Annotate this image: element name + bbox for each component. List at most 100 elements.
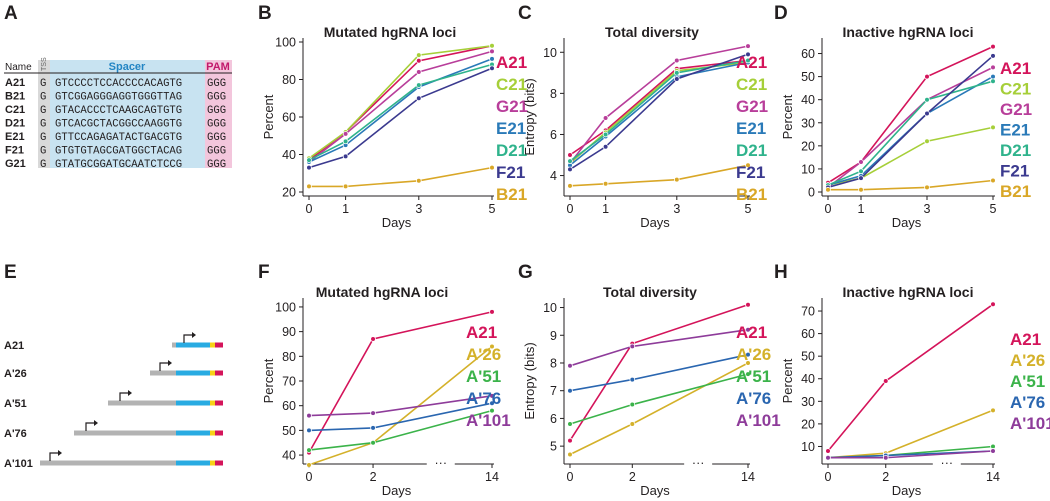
series-line-g21 xyxy=(827,66,994,189)
promoter-arrow xyxy=(183,334,193,343)
seq-name: F21 xyxy=(5,145,24,157)
x-tick-label: 3 xyxy=(415,202,422,216)
seq-spacer: GTCCCCTCCACCCCACAGTG xyxy=(55,78,182,90)
y-tick-label: 9 xyxy=(550,329,557,343)
y-tick-label: 60 xyxy=(801,47,815,61)
seq-g: G xyxy=(40,132,46,144)
legend-entry: F21 xyxy=(736,163,765,182)
data-point xyxy=(489,164,495,171)
legend-entry: B21 xyxy=(1000,182,1031,201)
data-point xyxy=(858,186,864,193)
data-point xyxy=(342,138,349,145)
panel-label-b: B xyxy=(258,3,272,24)
x-tick-label: 0 xyxy=(567,202,574,216)
x-tick-label: 14 xyxy=(485,470,499,484)
data-point xyxy=(745,162,751,169)
x-tick-label: 1 xyxy=(342,202,349,216)
y-tick-label: 50 xyxy=(801,350,815,364)
x-tick-label: 3 xyxy=(924,202,931,216)
series-line-ap26 xyxy=(569,362,749,456)
y-tick-label: 6 xyxy=(550,128,557,142)
data-point xyxy=(990,443,996,450)
data-point xyxy=(567,166,573,173)
axis-break-dots: ··· xyxy=(941,456,954,470)
promoter-arrow xyxy=(85,422,95,431)
header-spacer: Spacer xyxy=(109,61,146,73)
seq-g: G xyxy=(40,92,46,104)
construct-pam xyxy=(210,342,215,348)
data-point xyxy=(825,454,831,461)
x-tick-label: 0 xyxy=(306,202,313,216)
chart-title: Total diversity xyxy=(605,24,699,40)
legend-entry: A'26 xyxy=(736,345,771,364)
y-axis-label: Percent xyxy=(261,94,276,139)
pam-column-bg xyxy=(205,60,232,168)
y-tick-label: 20 xyxy=(801,417,815,431)
data-point xyxy=(745,51,751,58)
y-tick-label: 60 xyxy=(801,327,815,341)
panel-label-f: F xyxy=(258,262,270,283)
seq-pam: GGG xyxy=(207,119,226,131)
data-point xyxy=(673,76,680,82)
seq-g: G xyxy=(40,78,46,90)
axis-break-dots: ··· xyxy=(435,456,448,470)
seq-pam: GGG xyxy=(207,78,226,90)
series-line-c21 xyxy=(827,126,994,186)
x-tick-label: 5 xyxy=(990,202,997,216)
legend-entry: B21 xyxy=(736,185,767,204)
construct-spacer xyxy=(176,370,210,376)
data-point xyxy=(602,180,609,187)
construct-pam xyxy=(210,430,215,436)
spacer-column-bg xyxy=(50,60,205,168)
data-point xyxy=(602,115,609,121)
series-line-ap51 xyxy=(308,409,493,451)
y-tick-label: 40 xyxy=(282,449,296,463)
y-tick-label: 8 xyxy=(550,356,557,370)
series-line-ap21 xyxy=(827,303,994,452)
data-point xyxy=(924,73,930,80)
series-line-g21 xyxy=(308,50,493,163)
x-tick-label: 2 xyxy=(370,470,377,484)
x-tick-label: 2 xyxy=(882,470,889,484)
data-point xyxy=(990,43,996,50)
construct-spacer xyxy=(176,342,210,348)
data-point xyxy=(745,301,751,308)
chart-title: Inactive hgRNA loci xyxy=(843,284,974,300)
x-axis-label: Days xyxy=(640,483,670,498)
chart-panel-g: Total diversity 5 6 7 8 9 10 0 2 14 ··· Days Entropy… xyxy=(522,284,781,498)
legend-entry: B21 xyxy=(496,185,527,204)
legend-entry: A21 xyxy=(496,53,527,72)
chart-title: Mutated hgRNA loci xyxy=(316,284,448,300)
seq-name: A21 xyxy=(5,77,25,89)
legend-entry: A'76 xyxy=(736,389,771,408)
header-tss: TSS xyxy=(41,57,48,71)
y-tick-label: 10 xyxy=(801,162,815,176)
legend-entry: A21 xyxy=(736,323,767,342)
seq-g: G xyxy=(40,119,46,131)
construct-scaffold xyxy=(215,460,223,466)
data-point xyxy=(370,410,376,416)
data-point xyxy=(306,427,312,434)
promoter-arrowhead xyxy=(192,332,196,338)
legend-entry: G21 xyxy=(1000,100,1032,119)
data-point xyxy=(489,56,495,62)
seq-spacer: GTCGGAGGGAGGTGGGTTAG xyxy=(55,92,182,104)
data-point xyxy=(745,371,751,377)
x-axis-label: Days xyxy=(382,483,412,498)
data-point xyxy=(489,407,495,414)
construct-scaffold xyxy=(215,370,223,376)
promoter-arrow xyxy=(119,392,129,401)
seq-spacer: GTCACGCTACGGCCAAGGTG xyxy=(55,119,182,131)
data-point xyxy=(415,57,422,64)
axis-break-gap xyxy=(426,461,455,467)
y-tick-label: 50 xyxy=(801,70,815,84)
x-tick-label: 3 xyxy=(673,202,680,216)
y-tick-label: 80 xyxy=(282,73,296,87)
y-tick-label: 40 xyxy=(801,93,815,107)
data-point xyxy=(990,64,996,71)
legend-entry: D21 xyxy=(496,141,527,160)
data-point xyxy=(415,82,422,88)
promoter-arrowhead xyxy=(168,360,172,366)
construct-pam xyxy=(210,400,215,406)
